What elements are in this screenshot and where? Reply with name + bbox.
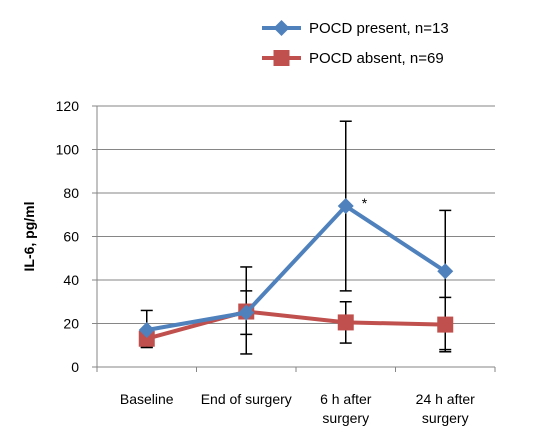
x-tick-labels: Baseline End of surgery 6 h after surgery 24… [120,391,475,426]
series-line [146,309,446,341]
y-tick-label: 120 [56,98,80,114]
legend-marker [273,20,290,36]
y-tick-labels: 0 20 40 60 80 100 120 [56,98,80,375]
data-point [337,198,354,215]
series-lines [138,198,454,347]
y-tick-label: 80 [63,185,79,201]
grid-lines [97,105,495,324]
y-tick-label: 20 [63,316,79,332]
data-point [138,330,155,347]
significance-marker: * [362,195,368,211]
data-point [437,316,454,333]
legend-label: POCD present, n=13 [309,20,449,37]
legend-marker [273,50,290,66]
y-tick-label: 40 [63,272,79,288]
annotations: * [362,195,368,211]
series-line [146,203,447,332]
y-axis-label: IL-6, pg/ml [21,202,37,272]
axes [92,105,496,372]
y-tick-label: 100 [56,142,80,158]
x-tick-label: Baseline [120,391,174,407]
x-tick-label: End of surgery [201,391,292,407]
data-point [238,304,255,321]
data-point [138,322,155,339]
x-tick-label: 24 h after surgery [416,391,475,426]
legend-label: POCD absent, n=69 [309,50,444,67]
y-tick-label: 60 [63,229,79,245]
legend: POCD present, n=13 POCD absent, n=69 [262,20,449,67]
data-point [337,314,354,331]
y-tick-label: 0 [71,359,79,375]
x-tick-label: 6 h after surgery [320,391,372,426]
data-point [437,263,454,280]
error-bars [140,120,452,355]
